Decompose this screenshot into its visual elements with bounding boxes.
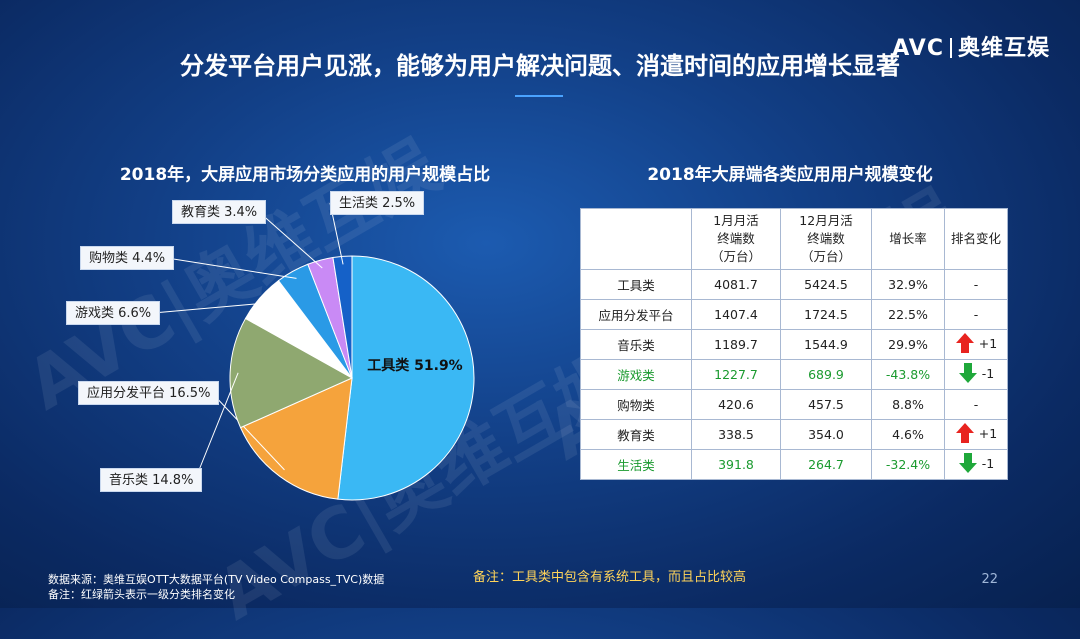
pie-slice-label: 游戏类 6.6% xyxy=(66,301,161,325)
rank-change-cell: - xyxy=(944,299,1008,330)
page-title: 分发平台用户见涨，能够为用户解决问题、消遣时间的应用增长显著 xyxy=(180,52,900,80)
table-cell: 4081.7 xyxy=(691,269,781,300)
table-header-cell xyxy=(580,208,692,270)
table-header-cell: 1月月活 终端数 （万台） xyxy=(691,208,781,270)
rank-change-value: +1 xyxy=(978,425,998,441)
brand-logo-name: 奥维互娱 xyxy=(957,36,1050,61)
rank-change-value: -1 xyxy=(981,455,995,471)
table-cell: 32.9% xyxy=(871,269,945,300)
rank-change-cell: +1 xyxy=(944,419,1008,450)
table-cell: 1724.5 xyxy=(780,299,872,330)
table-cell: 生活类 xyxy=(580,449,692,480)
rank-change-cell: -1 xyxy=(944,449,1008,480)
table-cell: 游戏类 xyxy=(580,359,692,390)
table-cell: -32.4% xyxy=(871,449,945,480)
data-source-line: 数据来源：奥维互娱OTT大数据平台(TV Video Compass_TVC)数… xyxy=(48,573,385,586)
footnote: 备注：工具类中包含有系统工具，而且占比较高 xyxy=(473,570,747,585)
arrow-up-icon: +1 xyxy=(955,332,997,354)
table-row: 教育类 338.5 354.0 4.6% +1 xyxy=(580,419,1008,450)
rank-change-value: -1 xyxy=(981,365,995,381)
pie-slice-label: 工具类 51.9% xyxy=(367,357,462,374)
table-row: 应用分发平台 1407.4 1724.5 22.5% - xyxy=(580,299,1008,330)
pie-slice-label: 教育类 3.4% xyxy=(172,200,267,224)
table-cell: 8.8% xyxy=(871,389,945,420)
arrow-down-icon: -1 xyxy=(958,452,994,474)
table-cell: 购物类 xyxy=(580,389,692,420)
table-cell: 4.6% xyxy=(871,419,945,450)
pie-chart-title: 2018年，大屏应用市场分类应用的用户规模占比 xyxy=(119,165,491,185)
table-cell: 29.9% xyxy=(871,329,945,360)
table-row: 购物类 420.6 457.5 8.8% - xyxy=(580,389,1008,420)
table-cell: 5424.5 xyxy=(780,269,872,300)
table-cell: 工具类 xyxy=(580,269,692,300)
table-cell: 457.5 xyxy=(780,389,872,420)
pie-leader-line xyxy=(152,302,267,314)
table-row: 音乐类 1189.7 1544.9 29.9% +1 xyxy=(580,329,1008,360)
table-cell: 1544.9 xyxy=(780,329,872,360)
table-cell: 354.0 xyxy=(780,419,872,450)
table-cell: 应用分发平台 xyxy=(580,299,692,330)
table-cell: 264.7 xyxy=(780,449,872,480)
table-cell: 338.5 xyxy=(691,419,781,450)
pie-leader-line xyxy=(211,392,285,471)
table-cell: 689.9 xyxy=(780,359,872,390)
pie-slice xyxy=(229,317,354,429)
arrow-up-icon: +1 xyxy=(955,422,997,444)
table-row: 工具类 4081.7 5424.5 32.9% - xyxy=(580,269,1008,300)
app-users-table: 1月月活 终端数 （万台） 12月月活 终端数 （万台） 增长率 排名变化 工具类 408… xyxy=(580,208,1008,480)
pie-slice xyxy=(337,255,475,501)
pie-slice-label: 音乐类 14.8% xyxy=(100,468,203,492)
brand-logo-avc: AVC xyxy=(892,36,944,61)
table-header-cell: 排名变化 xyxy=(944,208,1008,270)
pie-slice xyxy=(332,255,353,379)
table-cell: 1407.4 xyxy=(691,299,781,330)
table-header-row: 1月月活 终端数 （万台） 12月月活 终端数 （万台） 增长率 排名变化 xyxy=(580,208,1008,270)
brand-logo: AVC 奥维互娱 xyxy=(892,30,1050,62)
rank-change-cell: - xyxy=(944,269,1008,300)
table-header-cell: 12月月活 终端数 （万台） xyxy=(780,208,872,270)
table-cell: 教育类 xyxy=(580,419,692,450)
data-source-line: 备注：红绿箭头表示一级分类排名变化 xyxy=(48,588,235,601)
table-row: 生活类 391.8 264.7 -32.4% -1 xyxy=(580,449,1008,480)
pie-chart: 工具类 51.9% xyxy=(152,202,475,501)
page-number: 22 xyxy=(981,572,998,587)
rank-change-cell: +1 xyxy=(944,329,1008,360)
title-underline xyxy=(515,95,563,97)
table-header-cell: 增长率 xyxy=(871,208,945,270)
pie-leader-line xyxy=(194,372,239,481)
table-cell: 1189.7 xyxy=(691,329,781,360)
table-cell: 1227.7 xyxy=(691,359,781,390)
rank-change-value: +1 xyxy=(978,335,998,351)
pie-leader-line xyxy=(166,257,297,279)
table-cell: -43.8% xyxy=(871,359,945,390)
rank-change-cell: - xyxy=(944,389,1008,420)
table-cell: 420.6 xyxy=(691,389,781,420)
pie-slice-label: 购物类 4.4% xyxy=(80,246,175,270)
table-row: 游戏类 1227.7 689.9 -43.8% -1 xyxy=(580,359,1008,390)
table-cell: 音乐类 xyxy=(580,329,692,360)
brand-separator xyxy=(949,38,952,58)
rank-change-cell: -1 xyxy=(944,359,1008,390)
data-source: 数据来源：奥维互娱OTT大数据平台(TV Video Compass_TVC)数… xyxy=(48,572,384,602)
table-cell: 391.8 xyxy=(691,449,781,480)
pie-slice-label: 生活类 2.5% xyxy=(330,191,425,215)
table-title: 2018年大屏端各类应用用户规模变化 xyxy=(647,165,933,185)
pie-leader-line xyxy=(258,211,323,269)
arrow-down-icon: -1 xyxy=(958,362,994,384)
pie-slice-label: 应用分发平台 16.5% xyxy=(78,381,220,405)
table-cell: 22.5% xyxy=(871,299,945,330)
pie-slice xyxy=(239,377,353,500)
